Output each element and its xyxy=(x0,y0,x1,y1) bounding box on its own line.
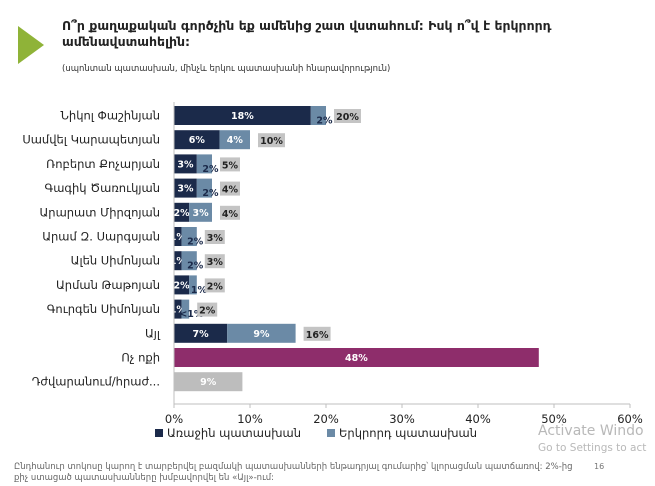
legend-label-second: Երկրորդ պատասխան xyxy=(339,426,477,440)
x-axis-tick-label: 20% xyxy=(313,412,339,426)
x-axis-tick-label: 0% xyxy=(165,412,183,426)
total-box xyxy=(220,181,240,196)
total-box xyxy=(303,326,331,341)
x-axis-tick-label: 60% xyxy=(617,412,643,426)
bar-first-answer xyxy=(174,178,197,198)
total-value-label: 4% xyxy=(222,209,239,220)
bar-second-answer xyxy=(196,154,212,174)
legend-swatch-second xyxy=(327,429,335,437)
total-box xyxy=(204,254,225,269)
bar-first-answer xyxy=(174,106,311,125)
total-box xyxy=(204,230,225,244)
bar-second-answer xyxy=(227,323,296,343)
total-box xyxy=(204,278,225,293)
first-answer-value-label: 48% xyxy=(345,353,368,364)
x-axis-tick-label: 30% xyxy=(389,412,415,426)
bar-first-answer xyxy=(174,251,182,271)
bar-first-answer xyxy=(174,348,539,367)
category-label: Ոչ ոքի xyxy=(121,351,160,365)
x-axis-tick-label: 50% xyxy=(541,412,567,426)
bar-first-answer xyxy=(174,299,182,319)
category-label: Սամվել Կարապետյան xyxy=(22,133,160,147)
page-number: 16 xyxy=(594,462,605,471)
total-value-label: 2% xyxy=(207,281,224,292)
first-answer-value-label: 9% xyxy=(200,377,217,388)
total-box xyxy=(258,133,285,148)
total-value-label: 20% xyxy=(336,112,359,123)
second-answer-value-label: 1% xyxy=(191,285,208,296)
second-answer-value-label: 4% xyxy=(227,135,244,146)
total-value-label: 2% xyxy=(199,306,216,317)
first-answer-value-label: 3% xyxy=(177,159,194,170)
footnote: Ընդհանուր տոկոսը կարող է տարբերվել բազմա… xyxy=(14,462,573,483)
slide-title: Ո՞ր քաղաքական գործչին եք ամենից շատ վստա… xyxy=(62,18,552,49)
second-answer-value-label: 2% xyxy=(316,116,333,127)
category-label: Ալեն Սիմոնյան xyxy=(71,254,160,268)
total-box xyxy=(334,109,361,123)
bar-second-answer xyxy=(181,251,197,271)
category-label: Արամ Զ. Սարգսյան xyxy=(42,230,160,244)
watermark-line-1: Activate Windo xyxy=(538,423,644,439)
first-answer-value-label: 1% xyxy=(170,256,187,267)
legend-swatch-first xyxy=(155,429,163,437)
second-answer-value-label: 9% xyxy=(253,329,270,340)
bar-first-answer xyxy=(174,323,228,343)
x-axis-tick-label: 10% xyxy=(237,412,263,426)
slide-subtitle: (սպոնտան պատասխան, մինչև երկու պատասխանի… xyxy=(62,64,391,74)
first-answer-value-label: 3% xyxy=(177,184,194,195)
second-answer-value-label: 2% xyxy=(202,188,219,199)
category-label: Արարատ Միրզոյան xyxy=(39,205,160,219)
x-axis-tick-label: 40% xyxy=(465,412,491,426)
category-label: Դժվարանում/հրաժ... xyxy=(32,375,160,389)
header: Ո՞ր քաղաքական գործչին եք ամենից շատ վստա… xyxy=(0,0,655,80)
bar-second-answer xyxy=(189,275,197,295)
category-label: Արման Թաթոյան xyxy=(56,278,160,292)
total-value-label: 5% xyxy=(222,160,239,171)
first-answer-value-label: 1% xyxy=(170,232,187,243)
total-value-label: 16% xyxy=(306,330,329,341)
total-value-label: 4% xyxy=(222,185,239,196)
category-label: Գուրգեն Սիմոնյան xyxy=(47,302,160,316)
legend-label-first: Առաջին պատասխան xyxy=(167,426,301,440)
bar-first-answer xyxy=(174,202,190,222)
bar-first-answer xyxy=(174,275,190,295)
bar-second-answer xyxy=(310,106,326,125)
bar-first-answer xyxy=(174,154,197,174)
total-value-label: 3% xyxy=(207,257,224,268)
bar-second-answer xyxy=(181,227,197,246)
first-answer-value-label: 2% xyxy=(174,208,191,219)
total-box xyxy=(220,157,240,172)
bar-second-answer xyxy=(181,299,190,319)
play-arrow-icon xyxy=(18,26,44,64)
second-answer-value-label: 2% xyxy=(187,237,204,248)
category-label: Ռոբերտ Քոչարյան xyxy=(46,157,160,171)
bar-second-answer xyxy=(196,178,212,198)
total-value-label: 3% xyxy=(207,233,224,244)
bar-first-answer xyxy=(174,130,220,150)
category-label: Նիկոլ Փաշինյան xyxy=(61,109,160,123)
category-label: Այլ xyxy=(145,326,161,340)
category-label: Գագիկ Ծառուկյան xyxy=(45,181,160,195)
first-answer-value-label: 6% xyxy=(189,135,206,146)
total-box xyxy=(220,205,240,220)
bar-first-answer xyxy=(174,372,243,392)
second-answer-value-label: 2% xyxy=(187,261,204,272)
bar-first-answer xyxy=(174,227,182,246)
bar-second-answer xyxy=(189,202,212,222)
first-answer-value-label: 18% xyxy=(231,111,254,122)
first-answer-value-label: 2% xyxy=(174,280,191,291)
second-answer-value-label: <1% xyxy=(179,309,204,320)
total-value-label: 10% xyxy=(260,136,283,147)
first-answer-value-label: 7% xyxy=(193,329,210,340)
second-answer-value-label: 3% xyxy=(193,208,210,219)
bar-second-answer xyxy=(219,130,250,150)
windows-activation-watermark: Activate Windo Go to Settings to act xyxy=(538,423,646,454)
total-box xyxy=(197,302,218,317)
second-answer-value-label: 2% xyxy=(202,164,219,175)
watermark-line-2: Go to Settings to act xyxy=(538,442,647,454)
first-answer-value-label: 1% xyxy=(170,305,187,316)
